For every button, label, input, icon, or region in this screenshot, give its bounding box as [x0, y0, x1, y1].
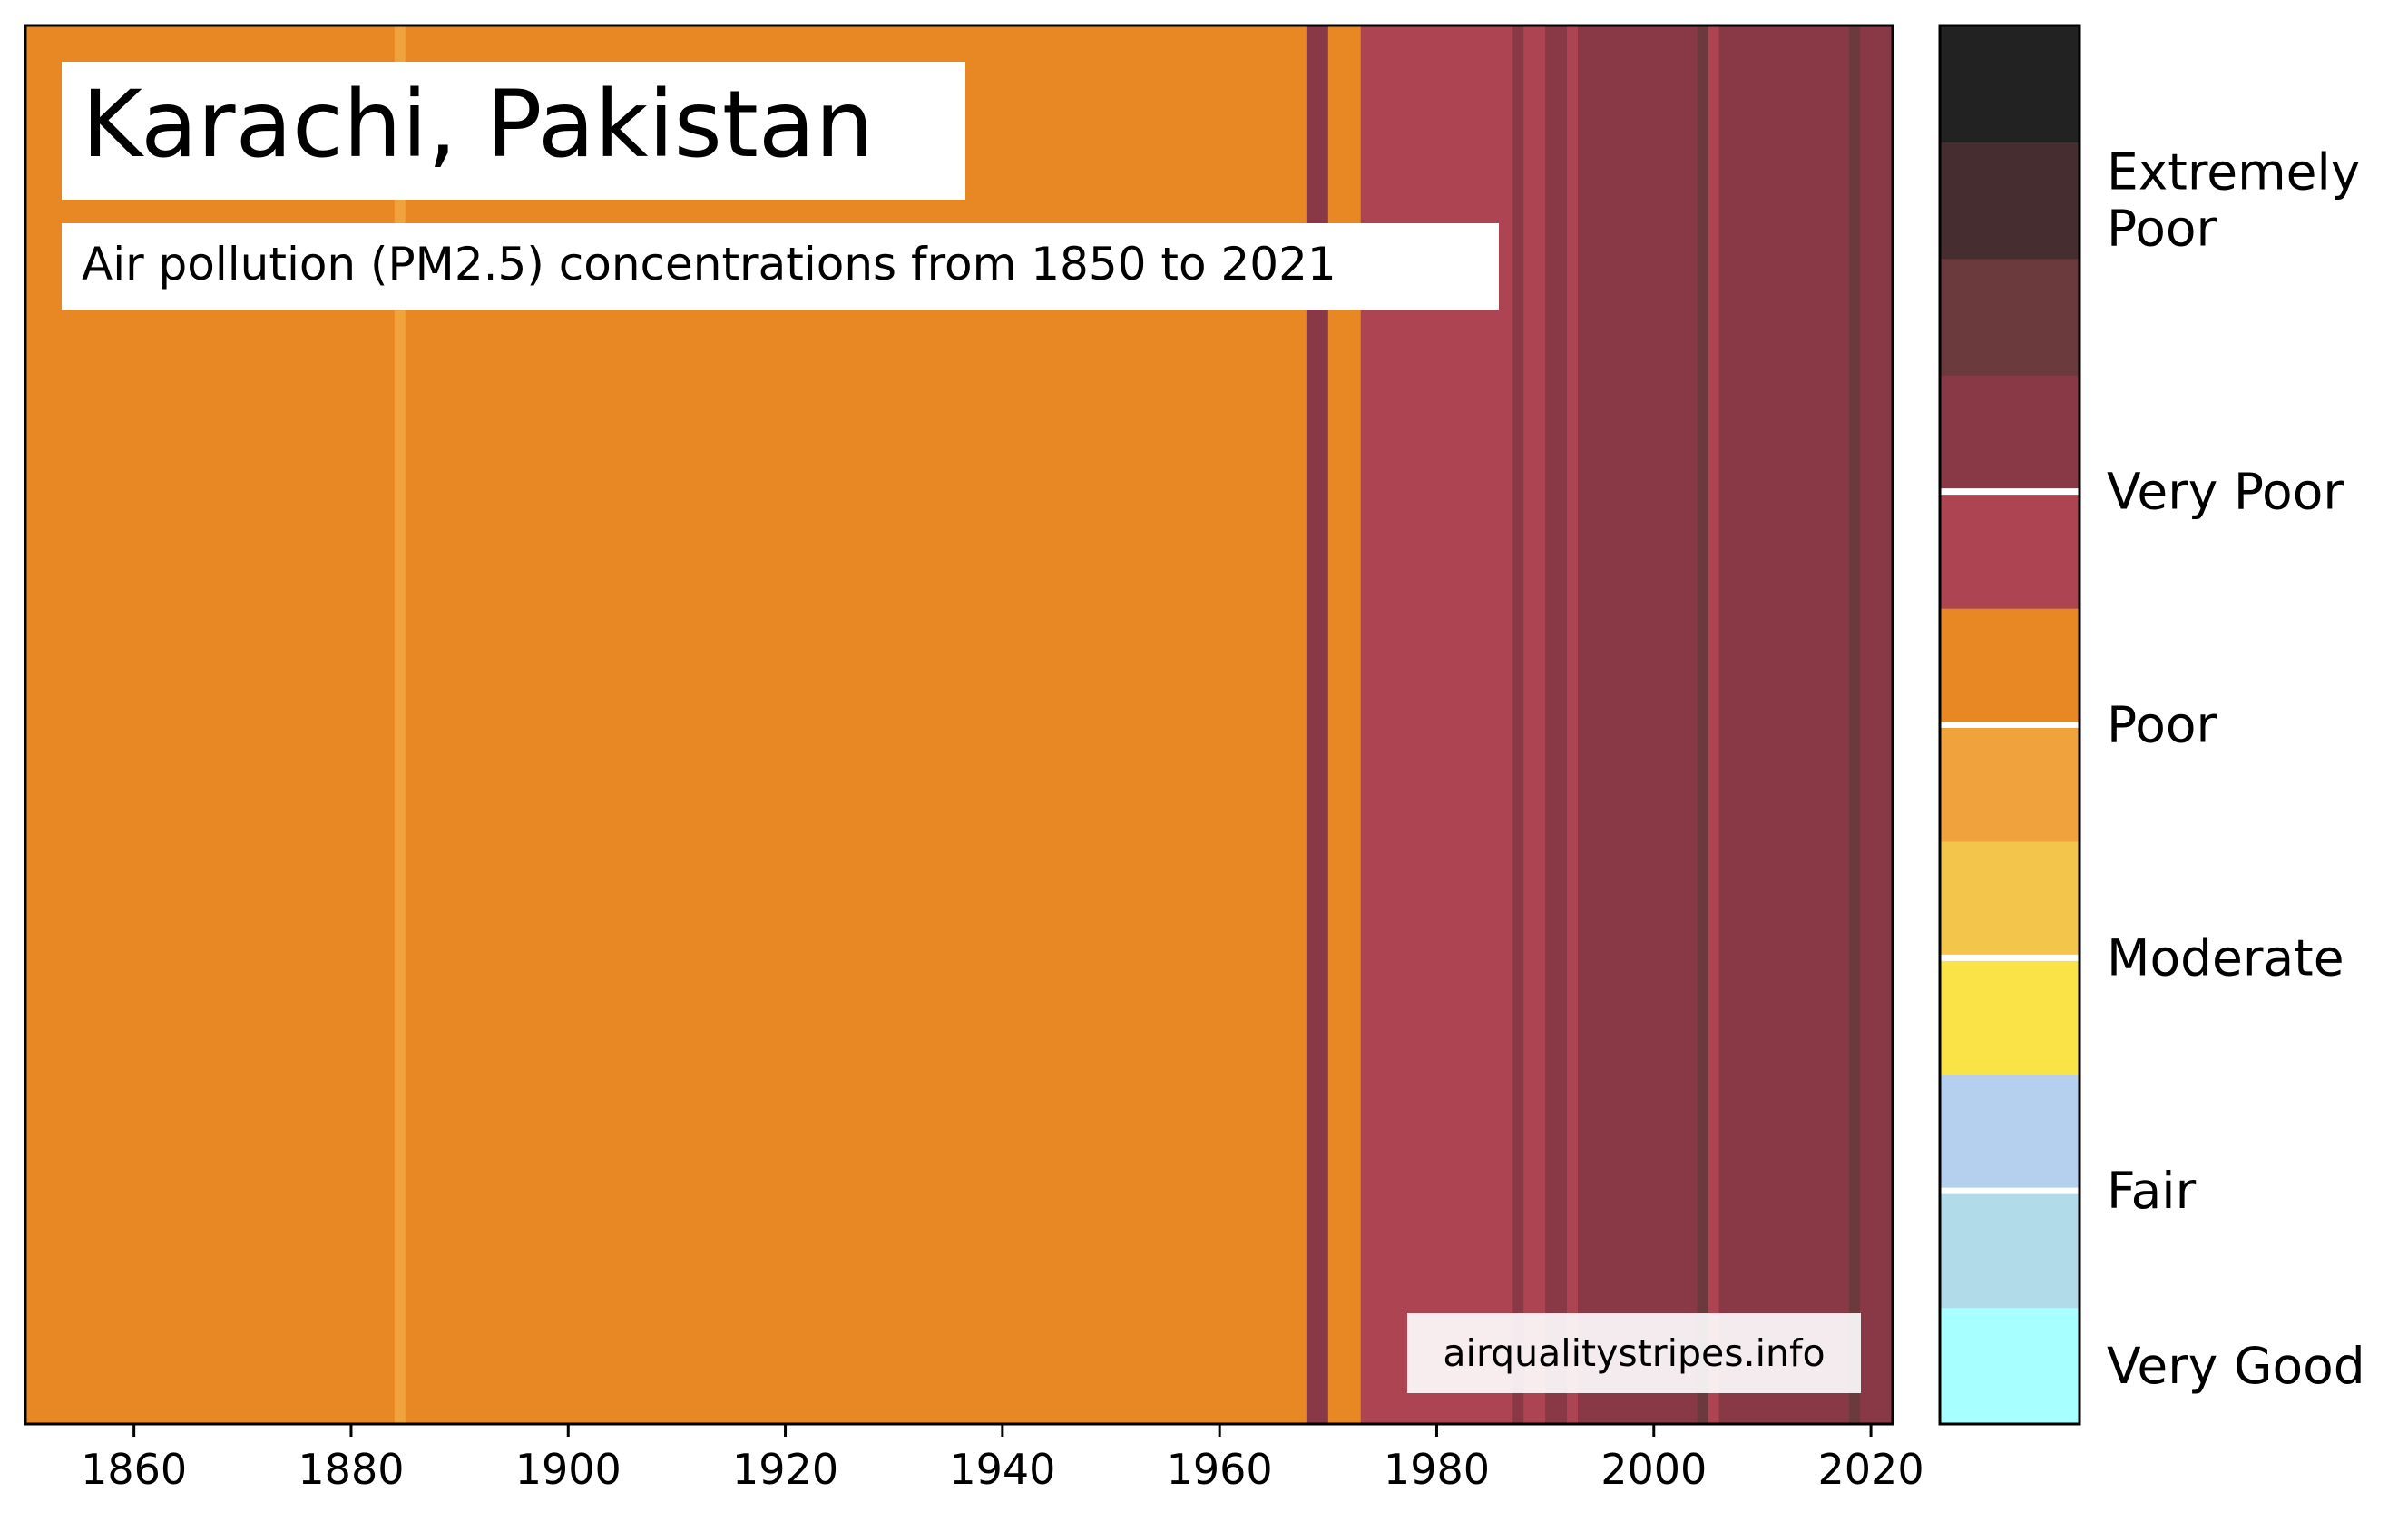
- legend: Very Good Fair Moderate Poor Very Poor Extrem…: [1938, 24, 2365, 1426]
- legend-swatch: [1940, 608, 2080, 726]
- watermark-box: airqualitystripes.info: [1407, 1313, 1861, 1393]
- legend-frame: [1938, 24, 2081, 1426]
- stripe: [1708, 25, 1720, 1424]
- chart-title: Karachi, Pakistan: [82, 71, 874, 179]
- plot-frame: [24, 24, 1894, 1426]
- legend-label: Very Poor: [2107, 463, 2344, 521]
- subtitle-box: Air pollution (PM2.5) concentrations fro…: [62, 223, 1499, 310]
- legend-swatch: [1940, 724, 2080, 842]
- legend-swatch: [1940, 1307, 2080, 1425]
- stripe: [394, 25, 406, 1424]
- stripe: [1512, 25, 1524, 1424]
- legend-swatch: [1940, 840, 2080, 958]
- legend-swatch: [1940, 375, 2080, 493]
- legend-swatch: [1940, 957, 2080, 1075]
- stripe: [1718, 25, 1850, 1424]
- x-tick-label: 1940: [949, 1445, 1055, 1494]
- legend-swatch: [1940, 25, 2080, 143]
- legend-swatch: [1940, 491, 2080, 609]
- legend-label: Very Good: [2107, 1337, 2365, 1395]
- x-tick-label: 1960: [1167, 1445, 1273, 1494]
- x-tick-label: 2000: [1600, 1445, 1707, 1494]
- legend-swatch: [1940, 1074, 2080, 1192]
- legend-swatch: [1940, 258, 2080, 376]
- stripe: [1697, 25, 1709, 1424]
- x-tick-label: 1880: [298, 1445, 404, 1494]
- chart-subtitle: Air pollution (PM2.5) concentrations fro…: [82, 238, 1336, 290]
- x-axis: 1860 1880 1900 1920 1940 1960 1980 2000 2020: [81, 1424, 1924, 1494]
- legend-label: Extremely Poor: [2107, 143, 2360, 258]
- legend-label: Poor: [2107, 696, 2217, 754]
- x-tick-label: 2020: [1818, 1445, 1924, 1494]
- legend-label: Moderate: [2107, 928, 2344, 987]
- title-box: Karachi, Pakistan: [62, 62, 965, 200]
- stripe: [1860, 25, 1894, 1424]
- stripe: [1545, 25, 1568, 1424]
- watermark-text: airqualitystripes.info: [1443, 1331, 1825, 1375]
- legend-swatch: [1940, 142, 2080, 260]
- stripe: [1523, 25, 1546, 1424]
- legend-swatch: [1940, 1191, 2080, 1309]
- stripe: [1567, 25, 1579, 1424]
- x-tick-label: 1900: [515, 1445, 622, 1494]
- x-tick-label: 1980: [1384, 1445, 1490, 1494]
- x-tick-label: 1860: [81, 1445, 187, 1494]
- stripe: [1578, 25, 1698, 1424]
- x-tick-label: 1920: [732, 1445, 838, 1494]
- stripe: [1849, 25, 1861, 1424]
- legend-label: Fair: [2107, 1162, 2197, 1220]
